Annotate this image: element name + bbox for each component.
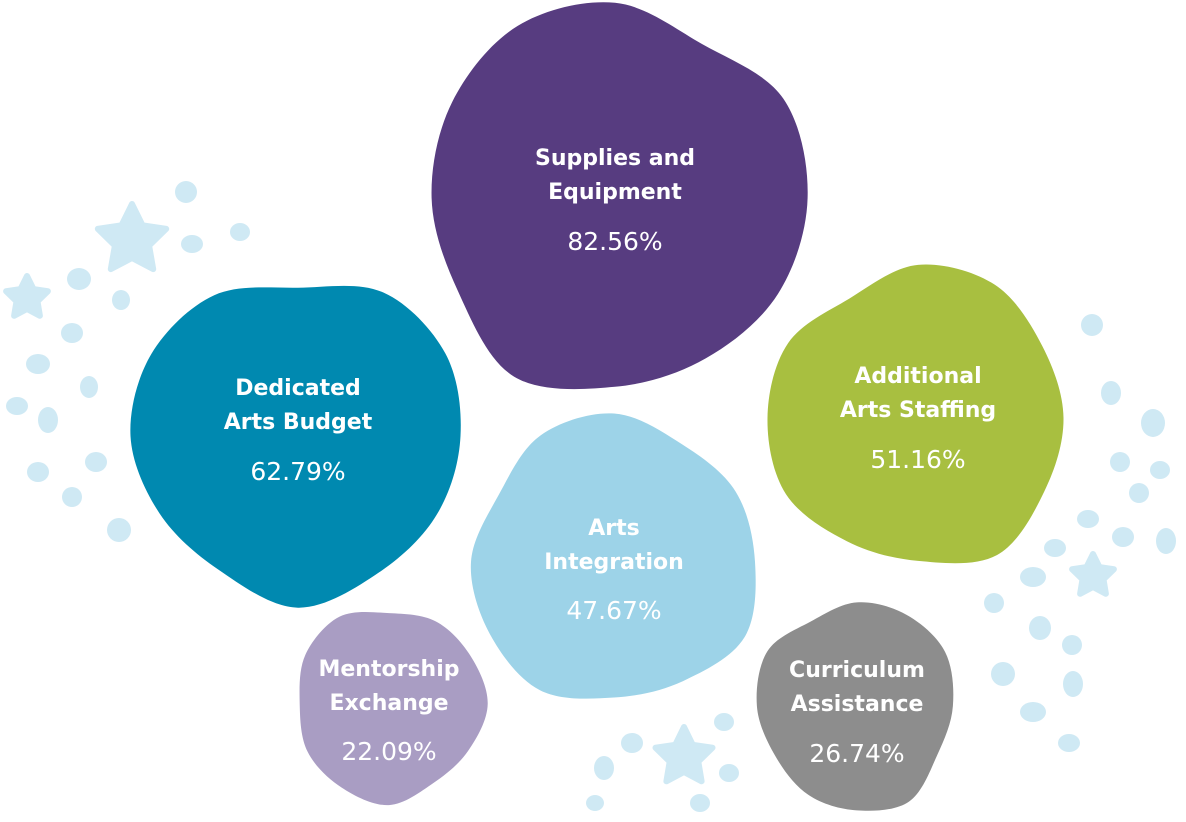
confetti-dot [1129, 483, 1149, 503]
confetti-decoration [3, 181, 1176, 812]
confetti-dot [984, 593, 1004, 613]
confetti-dot [1058, 734, 1080, 752]
confetti-dot [621, 733, 643, 753]
confetti-dot [26, 354, 50, 374]
bubble-label: Arts Staffing [840, 398, 996, 423]
bubbles: Supplies and Equipment 82.56% Dedicated Arts… [130, 2, 1064, 811]
bubble-curriculum-assistance: Curriculum Assistance 26.74% [756, 602, 954, 811]
confetti-dot [107, 518, 131, 542]
bubble-label: Arts Budget [224, 410, 373, 435]
confetti-dot [27, 462, 49, 482]
confetti-dot [719, 764, 739, 782]
confetti-dot [1029, 616, 1051, 640]
star-icon [652, 724, 716, 785]
confetti-dot [175, 181, 197, 203]
bubble-value-label: 22.09% [341, 737, 436, 766]
bubble-label: Exchange [329, 691, 448, 716]
confetti-dot [38, 407, 58, 433]
confetti-dot [62, 487, 82, 507]
confetti-dot [991, 662, 1015, 686]
confetti-dot [230, 223, 250, 241]
bubble-shape [431, 2, 808, 390]
bubble-shape [470, 413, 756, 699]
confetti-dot [181, 235, 203, 253]
confetti-dot [594, 756, 614, 780]
confetti-dot [67, 268, 91, 290]
confetti-dot [1156, 528, 1176, 554]
confetti-dot [1112, 527, 1134, 547]
confetti-dot [1150, 461, 1170, 479]
bubble-shape [767, 264, 1064, 564]
confetti-dot [1020, 567, 1046, 587]
bubble-label: Curriculum [789, 658, 925, 683]
bubble-label: Dedicated [235, 376, 361, 401]
confetti-dot [690, 794, 710, 812]
bubble-dedicated-arts-budget: Dedicated Arts Budget 62.79% [130, 285, 461, 608]
confetti-dot [1081, 314, 1103, 336]
bubble-shape [130, 285, 461, 608]
bubble-value-label: 47.67% [566, 596, 661, 625]
confetti-dot [80, 376, 98, 398]
bubble-supplies-and-equipment: Supplies and Equipment 82.56% [431, 2, 808, 390]
bubble-shape [299, 611, 488, 806]
bubble-label: Mentorship [318, 657, 459, 682]
confetti-dot [1063, 671, 1083, 697]
bubble-label: Arts [588, 516, 640, 541]
bubble-label: Assistance [791, 692, 924, 717]
confetti-dot [61, 323, 83, 343]
confetti-dot [586, 795, 604, 811]
star-icon [3, 273, 51, 319]
bubble-value-label: 82.56% [567, 227, 662, 256]
bubble-label: Supplies and [535, 146, 695, 171]
bubble-additional-arts-staffing: Additional Arts Staffing 51.16% [767, 264, 1064, 564]
confetti-dot [6, 397, 28, 415]
bubble-value-label: 62.79% [250, 457, 345, 486]
confetti-dot [1110, 452, 1130, 472]
confetti-dot [112, 290, 130, 310]
confetti-dot [1062, 635, 1082, 655]
confetti-dot [85, 452, 107, 472]
bubble-label: Integration [544, 550, 684, 575]
confetti-dot [1020, 702, 1046, 722]
star-icon [94, 201, 170, 273]
bubble-value-label: 26.74% [809, 739, 904, 768]
bubble-shape [756, 602, 954, 811]
star-icon [1069, 551, 1117, 597]
confetti-dot [1077, 510, 1099, 528]
bubble-value-label: 51.16% [870, 445, 965, 474]
confetti-dot [1141, 409, 1165, 437]
bubble-label: Equipment [548, 180, 682, 205]
confetti-dot [1101, 381, 1121, 405]
bubble-label: Additional [854, 364, 981, 389]
confetti-dot [714, 713, 734, 731]
bubble-mentorship-exchange: Mentorship Exchange 22.09% [299, 611, 488, 806]
confetti-dot [1044, 539, 1066, 557]
bubble-arts-integration: Arts Integration 47.67% [470, 413, 756, 699]
